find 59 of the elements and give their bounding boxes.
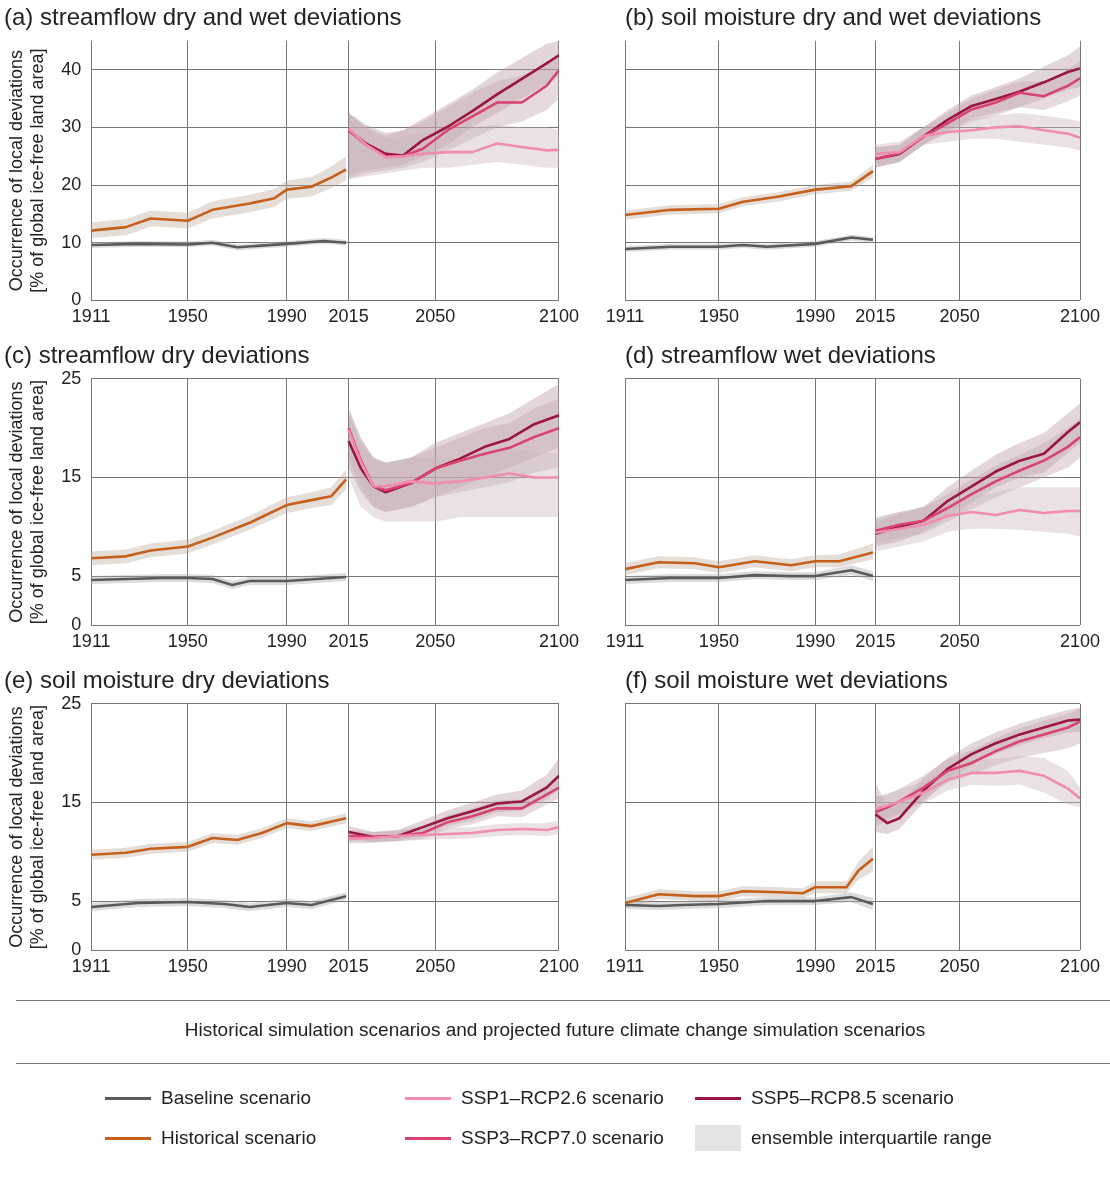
chart-title: (d) streamflow wet deviations	[625, 341, 936, 369]
x-tick-label: 1950	[698, 306, 739, 327]
chart-title: (b) soil moisture dry and wet deviations	[625, 3, 1042, 31]
x-tick-label: 1990	[795, 631, 836, 652]
y-tick-label: 5	[71, 890, 82, 911]
y-tick-label: 20	[61, 173, 82, 194]
x-tick-label: 1990	[266, 956, 307, 977]
x-tick-label: 2015	[328, 956, 369, 977]
chart-title: (c) streamflow dry deviations	[4, 341, 310, 369]
x-tick-label: 1990	[266, 306, 307, 327]
x-tick-label: 2015	[855, 631, 896, 652]
legend-label: Baseline scenario	[161, 1087, 311, 1109]
y-axis-title: Occurrence of local deviations [% of global ice-free land area]	[5, 48, 48, 293]
x-tick-label: 1990	[795, 956, 836, 977]
x-tick-label: 2015	[328, 306, 369, 327]
x-tick-label: 1911	[605, 631, 645, 652]
chart-title: (a) streamflow dry and wet deviations	[4, 3, 402, 31]
x-tick-label: 2100	[1059, 631, 1101, 652]
x-tick-label: 2050	[415, 631, 456, 652]
x-tick-label: 2050	[939, 631, 980, 652]
x-tick-label: 2050	[415, 306, 456, 327]
chart-title: (f) soil moisture wet deviations	[625, 666, 948, 694]
legend-label: SSP1–RCP2.6 scenario	[461, 1087, 664, 1109]
y-tick-label: 25	[61, 367, 82, 388]
x-tick-label: 1950	[698, 631, 739, 652]
x-tick-label: 2100	[538, 631, 579, 652]
legend-label: SSP3–RCP7.0 scenario	[461, 1127, 664, 1149]
y-tick-label: 15	[61, 466, 82, 487]
x-tick-label: 1950	[167, 631, 208, 652]
x-tick-label: 2050	[939, 306, 980, 327]
x-tick-label: 1990	[795, 306, 836, 327]
legend-label: Historical scenario	[161, 1127, 317, 1149]
x-tick-label: 1950	[167, 306, 208, 327]
y-axis-title: Occurrence of local deviations [% of global ice-free land area]	[5, 705, 48, 950]
legend-title: Historical simulation scenarios and projected future climate change simulation scenarios	[183, 1018, 927, 1042]
y-tick-label: 30	[61, 116, 82, 137]
x-tick-label: 2050	[939, 956, 980, 977]
x-tick-label: 2050	[415, 956, 456, 977]
x-tick-label: 2015	[855, 306, 896, 327]
x-tick-label: 2015	[855, 956, 896, 977]
y-axis-title: Occurrence of local deviations [% of global ice-free land area]	[5, 380, 48, 625]
x-tick-label: 2100	[1059, 306, 1101, 327]
x-tick-label: 2015	[328, 631, 369, 652]
x-tick-label: 2100	[538, 956, 579, 977]
x-tick-label: 2100	[1059, 956, 1101, 977]
chart-title: (e) soil moisture dry deviations	[4, 666, 330, 694]
legend-label: SSP5–RCP8.5 scenario	[751, 1087, 954, 1109]
x-tick-label: 1950	[167, 956, 208, 977]
x-tick-label: 1950	[698, 956, 739, 977]
y-tick-label: 5	[71, 565, 82, 586]
y-tick-label: 40	[61, 58, 82, 79]
y-tick-label: 25	[61, 692, 82, 713]
y-tick-label: 10	[61, 231, 82, 252]
x-tick-label: 2100	[538, 306, 579, 327]
x-tick-label: 1990	[266, 631, 307, 652]
x-tick-label: 1911	[605, 306, 645, 327]
y-tick-label: 15	[61, 791, 82, 812]
x-tick-label: 1911	[605, 956, 645, 977]
text: ensemble interquartile range	[751, 1127, 992, 1149]
